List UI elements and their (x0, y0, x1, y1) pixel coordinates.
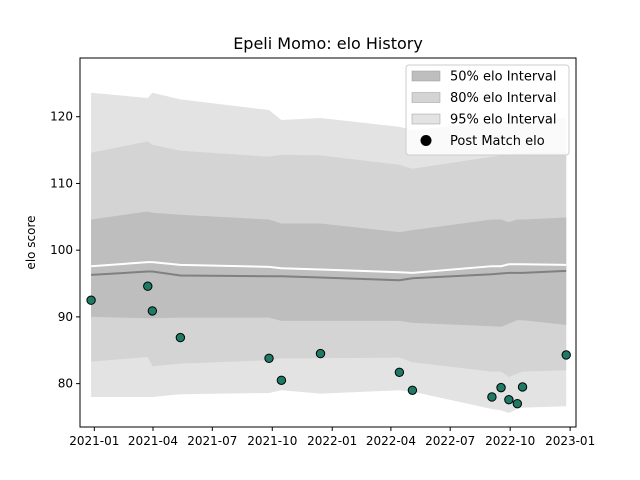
plot-frame (79, 57, 577, 428)
x-tick-label: 2021-07 (187, 434, 237, 448)
y-tick-label: 90 (58, 310, 73, 324)
legend: 50% elo Interval 80% elo Interval 95% elo … (405, 64, 570, 156)
post-match-point (407, 385, 418, 395)
legend-label: 80% elo Interval (450, 91, 557, 106)
legend-swatch (411, 92, 441, 103)
y-tick-label: 100 (50, 243, 73, 257)
post-match-point (394, 367, 405, 377)
y-axis-ticks: 80 90 100 110 120 (50, 110, 80, 391)
x-tick-label: 2022-01 (307, 434, 357, 448)
x-tick-label: 2022-10 (485, 434, 535, 448)
x-tick-label: 2021-01 (69, 434, 119, 448)
post-match-point (147, 306, 158, 316)
x-tick-label: 2021-04 (128, 434, 178, 448)
post-match-point (86, 295, 96, 305)
legend-box (405, 64, 570, 156)
post-match-point (487, 392, 497, 402)
post-match-point (504, 394, 514, 405)
x-axis-ticks: 2021-01 2021-04 2021-07 2021-10 2022-01 2022-… (69, 427, 595, 448)
post-match-point (517, 382, 528, 392)
elo-line-4 (91, 269, 567, 282)
legend-swatch (411, 113, 441, 125)
post-match-point (276, 375, 287, 385)
elo-lines (91, 261, 567, 282)
post-match-point (512, 398, 523, 409)
chart-title: Epeli Momo: elo History (233, 34, 423, 53)
y-tick-label: 80 (58, 377, 73, 391)
y-tick-label: 120 (50, 110, 73, 124)
post-match-point (264, 353, 274, 363)
legend-marker (420, 135, 432, 146)
y-axis-label: elo score (24, 215, 38, 269)
post-match-point (315, 348, 326, 359)
interval-bands (91, 92, 567, 413)
legend-label: 95% elo Interval (450, 113, 557, 128)
x-tick-label: 2023-01 (545, 434, 595, 448)
legend-swatch (411, 70, 441, 82)
y-tick-label: 110 (50, 176, 73, 190)
elo-line-3 (91, 261, 567, 274)
post-match-point (561, 350, 571, 360)
legend-label: 50% elo Interval (450, 70, 557, 85)
post-match-points (86, 281, 571, 409)
post-match-point (175, 332, 186, 343)
post-match-point (143, 281, 153, 291)
x-tick-label: 2021-10 (247, 434, 297, 448)
post-match-point (496, 382, 506, 393)
legend-label: Post Match elo (450, 134, 545, 149)
x-tick-label: 2022-04 (366, 434, 416, 448)
x-tick-label: 2022-07 (425, 434, 475, 448)
